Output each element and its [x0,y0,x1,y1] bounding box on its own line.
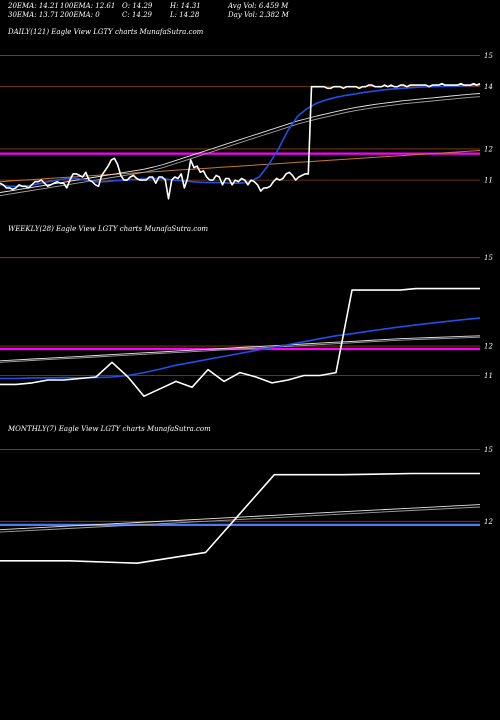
y-tick-label: 11 [484,372,493,380]
ema20-label: 20EMA: 14.21 [8,2,59,10]
avg-vol-label: Avg Vol: 6.459 M [228,2,289,10]
y-tick-label: 12 [484,145,493,153]
y-tick-label: 12 [484,343,493,351]
monthly-panel-title: MONTHLY(7) Eagle View LGTY charts Munafa… [8,425,211,433]
ema-fast-line [0,84,481,188]
ema200-label: 200EMA: 0 [60,11,100,19]
y-tick-label: 14 [484,83,493,91]
y-tick-label: 11 [484,177,493,185]
ema-slow-a-line [0,504,481,531]
ema-slow-b-line [0,336,481,363]
daily-panel-title: DAILY(121) Eagle View LGTY charts Munafa… [8,28,204,36]
ema100-label: 100EMA: 12.61 [60,2,116,10]
high-label: H: 14.31 [170,2,201,10]
ema30-label: 30EMA: 13.71 [8,11,59,19]
price-line [0,82,481,200]
y-tick-label: 15 [484,446,493,454]
y-tick-label: 15 [484,254,493,262]
ema-slow-b-line [0,96,481,197]
y-tick-label: 15 [484,52,493,60]
price-line [0,472,480,565]
ema-slow-a-line [0,335,481,362]
y-tick-label: 12 [484,518,493,526]
ema-slow-b-line [0,506,481,533]
open-label: O: 14.29 [122,2,153,10]
close-label: C: 14.29 [122,11,152,19]
price-line [0,287,480,398]
low-label: L: 14.28 [170,11,200,19]
day-vol-label: Day Vol: 2.382 M [228,11,289,19]
weekly-panel-title: WEEKLY(28) Eagle View LGTY charts Munafa… [8,225,209,233]
